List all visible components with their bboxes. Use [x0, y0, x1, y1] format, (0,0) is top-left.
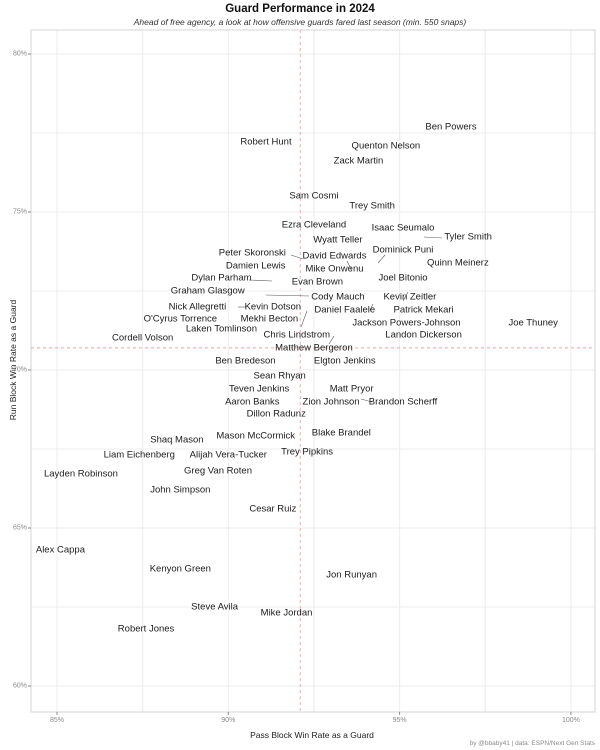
player-label: Dillon Radunz [246, 408, 306, 420]
player-label: Ben Bredeson [215, 354, 276, 366]
player-label: Alijah Vera-Tucker [189, 449, 267, 461]
panel-border [30, 29, 596, 713]
player-label: Isaac Seumalo [371, 222, 435, 234]
player-label: Sean Rhyan [253, 370, 306, 382]
player-label: Laken Tomlinson [185, 323, 257, 335]
player-label: Tyler Smith [444, 231, 492, 243]
player-label: Dominick Puni [372, 244, 434, 256]
player-label: Quenton Nelson [351, 139, 421, 151]
y-axis-title: Run Block Win Rate as a Guard [8, 299, 18, 421]
player-label: Peter Skoronski [218, 247, 286, 259]
y-tick-label: 60% [12, 682, 27, 690]
x-tick-label: 85% [49, 717, 65, 724]
x-tick-label: 95% [392, 717, 407, 724]
player-label: Cesar Ruiz [249, 503, 297, 515]
player-label: Zion Johnson [302, 395, 360, 407]
player-label: Mike Onwenu [305, 263, 364, 275]
player-label: Daniel Faalele [314, 304, 376, 316]
y-tick-label: 75% [12, 208, 27, 216]
player-label: Evan Brown [291, 275, 343, 287]
player-label: Matt Pryor [329, 383, 374, 395]
player-label: Wyatt Teller [313, 234, 363, 246]
player-label: John Simpson [150, 484, 211, 496]
player-label: Trey Smith [349, 199, 395, 211]
player-label: Cordell Volson [112, 332, 174, 344]
player-label: Alex Cappa [35, 544, 85, 556]
gridlines [31, 30, 595, 712]
player-label: Jackson Powers-Johnson [352, 316, 461, 328]
player-label: Ben Powers [425, 120, 477, 132]
player-label: Quinn Meinerz [426, 256, 489, 268]
player-label: David Edwards [302, 250, 367, 262]
player-label: Steve Avila [191, 601, 239, 613]
label-connector-lines [238, 236, 443, 403]
x-axis-title: Pass Block Win Rate as a Guard [250, 730, 374, 740]
player-label: Damien Lewis [225, 259, 286, 271]
player-label: O'Cyrus Torrence [143, 313, 218, 325]
player-label: Liam Eichenberg [103, 449, 175, 461]
player-label: Blake Brandel [311, 427, 371, 439]
player-label: Nick Allegretti [168, 301, 227, 313]
player-label: Trey Pipkins [281, 446, 334, 458]
player-label: Mike Jordan [260, 607, 313, 619]
y-tick-label: 80% [12, 50, 27, 58]
player-label: Robert Jones [117, 623, 175, 635]
player-label: Chris Lindstrom [263, 329, 331, 341]
player-label: Graham Glasgow [170, 285, 245, 297]
player-label: Teven Jenkins [229, 383, 290, 395]
player-label: Brandon Scherff [368, 395, 438, 407]
player-label: Ezra Cleveland [281, 218, 347, 230]
player-label: Dylan Parham [191, 272, 252, 284]
player-label: Mekhi Becton [240, 313, 299, 325]
player-label: Aaron Banks [225, 395, 280, 407]
y-tick-label: 65% [12, 524, 27, 532]
x-tick-label: 100% [561, 717, 580, 724]
player-label: Zack Martin [333, 155, 384, 167]
player-label: Cody Mauch [311, 291, 365, 303]
credit-text: by @bbaby41 | data: ESPN/Next Gen Stats [469, 740, 595, 747]
player-label: Jon Runyan [326, 569, 377, 581]
player-label: Layden Robinson [43, 468, 118, 480]
player-label: Elgton Jenkins [313, 354, 376, 366]
player-label: Joel Bitonio [378, 272, 428, 284]
y-tick-label: 70% [12, 366, 27, 374]
player-label: Mason McCormick [216, 430, 296, 442]
player-label: Joe Thuney [508, 316, 558, 328]
player-label: Kevin Zeitler [383, 291, 437, 303]
player-label: Robert Hunt [240, 136, 292, 148]
axis-ticks [28, 53, 572, 715]
player-label: Landon Dickerson [385, 329, 462, 341]
player-label: Kenyon Green [149, 563, 211, 575]
player-label: Kevin Dotson [244, 301, 302, 313]
average-reference-lines [31, 30, 595, 712]
player-label: Patrick Mekari [393, 304, 454, 316]
player-label: Shaq Mason [150, 433, 204, 445]
chart-title: Guard Performance in 2024 [225, 3, 375, 15]
player-label: Matthew Bergeron [275, 342, 353, 354]
player-label: Sam Cosmi [289, 190, 339, 202]
x-tick-label: 90% [221, 717, 236, 724]
player-label: Greg Van Roten [184, 465, 252, 477]
chart-subtitle: Ahead of free agency, a look at how offe… [133, 17, 467, 27]
